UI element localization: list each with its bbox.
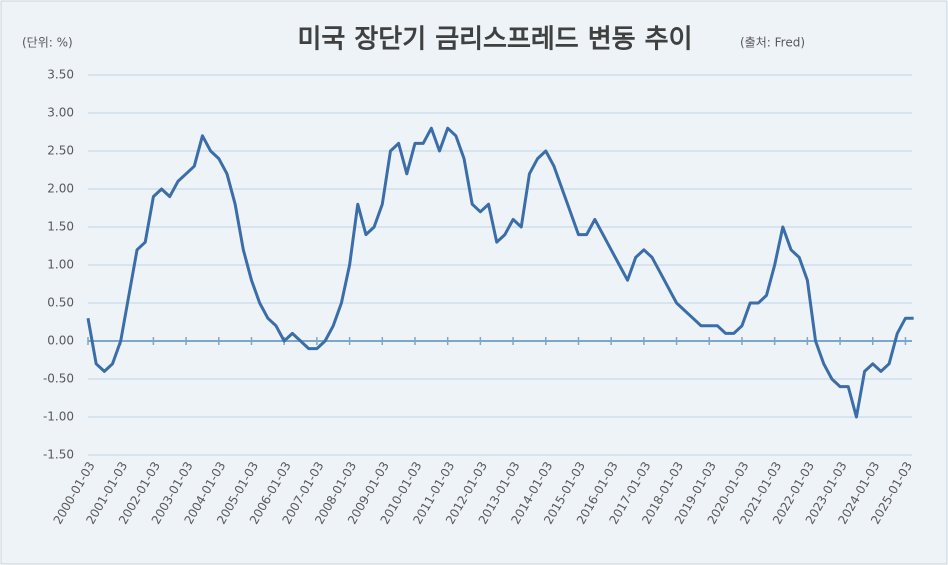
y-tick-label: -1.50 [43, 448, 74, 462]
y-tick-label: 0.50 [47, 296, 74, 310]
source-label: (출처: Fred) [740, 36, 805, 50]
unit-label: (단위: %) [22, 36, 73, 50]
y-tick-label: 3.00 [47, 106, 74, 120]
data-line [86, 126, 914, 419]
y-tick-label: 0.00 [47, 334, 74, 348]
y-tick-label: 3.50 [47, 68, 74, 82]
y-tick-label: -1.00 [43, 410, 74, 424]
y-tick-label: 1.50 [47, 220, 74, 234]
y-tick-label: 1.00 [47, 258, 74, 272]
y-tick-label: 2.00 [47, 182, 74, 196]
y-tick-label: 2.50 [47, 144, 74, 158]
y-tick-label: -0.50 [43, 372, 74, 386]
chart-title: 미국 장단기 금리스프레드 변동 추이 [297, 25, 692, 55]
